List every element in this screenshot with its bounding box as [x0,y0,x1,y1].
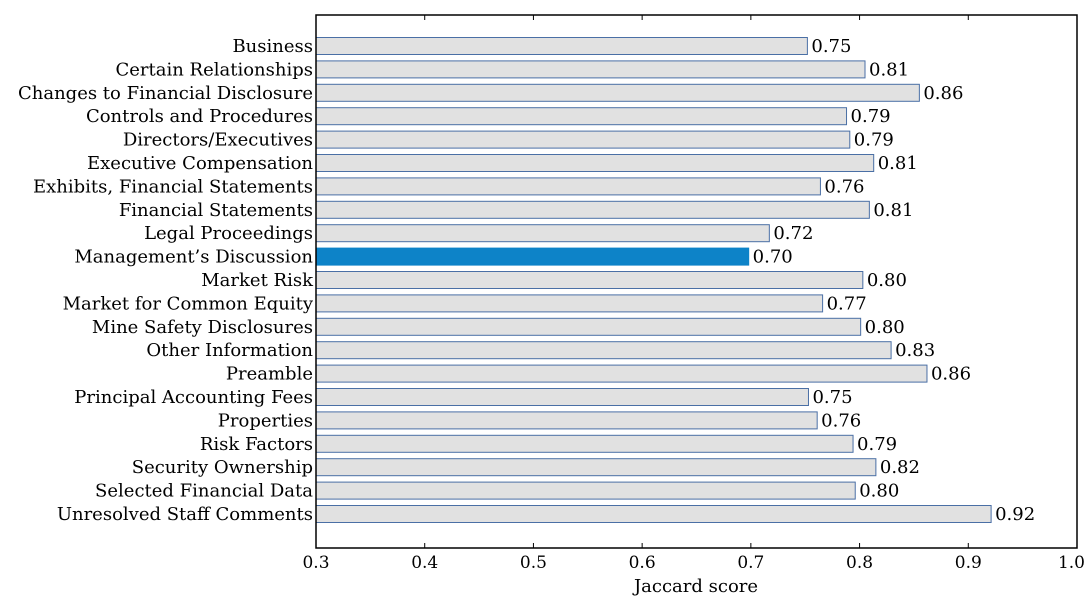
category-label-exhibits-financial-statements: Exhibits, Financial Statements [33,176,313,197]
x-tick-label: 0.3 [302,553,329,573]
bar-changes-to-financial-disclosure [315,83,920,102]
value-label-business: 0.75 [811,36,851,57]
value-label-mine-safety-disclosures: 0.80 [865,317,905,338]
value-label-directors-executives: 0.79 [854,130,894,151]
value-label-risk-factors: 0.79 [857,434,897,455]
bar-management-s-discussion [315,247,750,266]
x-tick-label: 0.4 [411,553,438,573]
bar-exhibits-financial-statements [315,177,821,196]
category-label-preamble: Preamble [226,364,313,385]
bar-market-for-common-equity [315,294,824,313]
bar-unresolved-staff-comments [315,505,992,523]
category-label-selected-financial-data: Selected Financial Data [95,481,313,502]
bar-preamble [315,364,928,383]
value-label-principal-accounting-fees: 0.75 [812,387,852,408]
x-tick-label: 0.6 [629,553,656,573]
bar-risk-factors [315,434,854,453]
value-label-selected-financial-data: 0.80 [859,481,899,502]
bar-properties [315,411,818,430]
category-label-changes-to-financial-disclosure: Changes to Financial Disclosure [18,83,313,104]
bar-selected-financial-data [315,481,856,500]
x-tick-label: 1.0 [1058,553,1085,573]
bar-legal-proceedings [315,224,770,243]
value-label-properties: 0.76 [821,410,861,431]
x-axis-title: Jaccard score [632,576,758,596]
value-label-executive-compensation: 0.81 [878,153,918,174]
x-tick-label: 0.8 [846,553,873,573]
category-label-other-information: Other Information [146,340,313,361]
value-label-changes-to-financial-disclosure: 0.86 [923,83,963,104]
category-label-principal-accounting-fees: Principal Accounting Fees [74,387,313,408]
value-label-preamble: 0.86 [931,364,971,385]
value-label-controls-and-procedures: 0.79 [851,106,891,127]
category-label-management-s-discussion: Management’s Discussion [74,247,313,268]
category-label-business: Business [232,36,313,57]
bar-other-information [315,341,892,360]
value-label-certain-relationships: 0.81 [869,59,909,80]
value-label-exhibits-financial-statements: 0.76 [824,176,864,197]
value-label-other-information: 0.83 [895,340,935,361]
value-label-management-s-discussion: 0.70 [753,247,793,268]
bar-market-risk [315,271,864,289]
value-labels: 0.750.810.860.790.790.810.760.810.720.70… [753,36,1036,525]
x-tick-label: 0.7 [737,553,764,573]
bar-business [315,37,808,55]
category-label-market-for-common-equity: Market for Common Equity [63,293,314,314]
category-label-financial-statements: Financial Statements [119,200,313,221]
category-label-security-ownership: Security Ownership [132,457,313,478]
category-label-legal-proceedings: Legal Proceedings [144,223,313,244]
bar-mine-safety-disclosures [315,317,862,336]
category-label-executive-compensation: Executive Compensation [87,153,313,174]
value-label-legal-proceedings: 0.72 [773,223,813,244]
bar-security-ownership [315,458,877,477]
plot-frame [315,14,1078,549]
value-label-security-ownership: 0.82 [880,457,920,478]
category-label-market-risk: Market Risk [201,270,314,291]
category-label-controls-and-procedures: Controls and Procedures [86,106,313,127]
bar-executive-compensation [315,154,875,172]
bar-principal-accounting-fees [315,388,809,406]
category-label-certain-relationships: Certain Relationships [115,59,313,80]
x-axis-ticks: 0.3 0.4 0.5 0.6 0.7 0.8 0.9 1.0 [302,15,1085,573]
category-label-risk-factors: Risk Factors [200,434,313,455]
category-label-mine-safety-disclosures: Mine Safety Disclosures [92,317,313,338]
bar-controls-and-procedures [315,107,848,126]
value-label-financial-statements: 0.81 [873,200,913,221]
x-tick-label: 0.5 [520,553,547,573]
category-label-unresolved-staff-comments: Unresolved Staff Comments [57,504,313,525]
x-tick-label: 0.9 [955,553,982,573]
bar-directors-executives [315,130,851,149]
value-label-unresolved-staff-comments: 0.92 [995,504,1035,525]
value-label-market-risk: 0.80 [867,270,907,291]
category-label-properties: Properties [218,410,313,431]
bar-certain-relationships [315,60,866,79]
value-label-market-for-common-equity: 0.77 [827,293,867,314]
category-label-directors-executives: Directors/Executives [123,130,313,151]
bar-financial-statements [315,200,870,219]
